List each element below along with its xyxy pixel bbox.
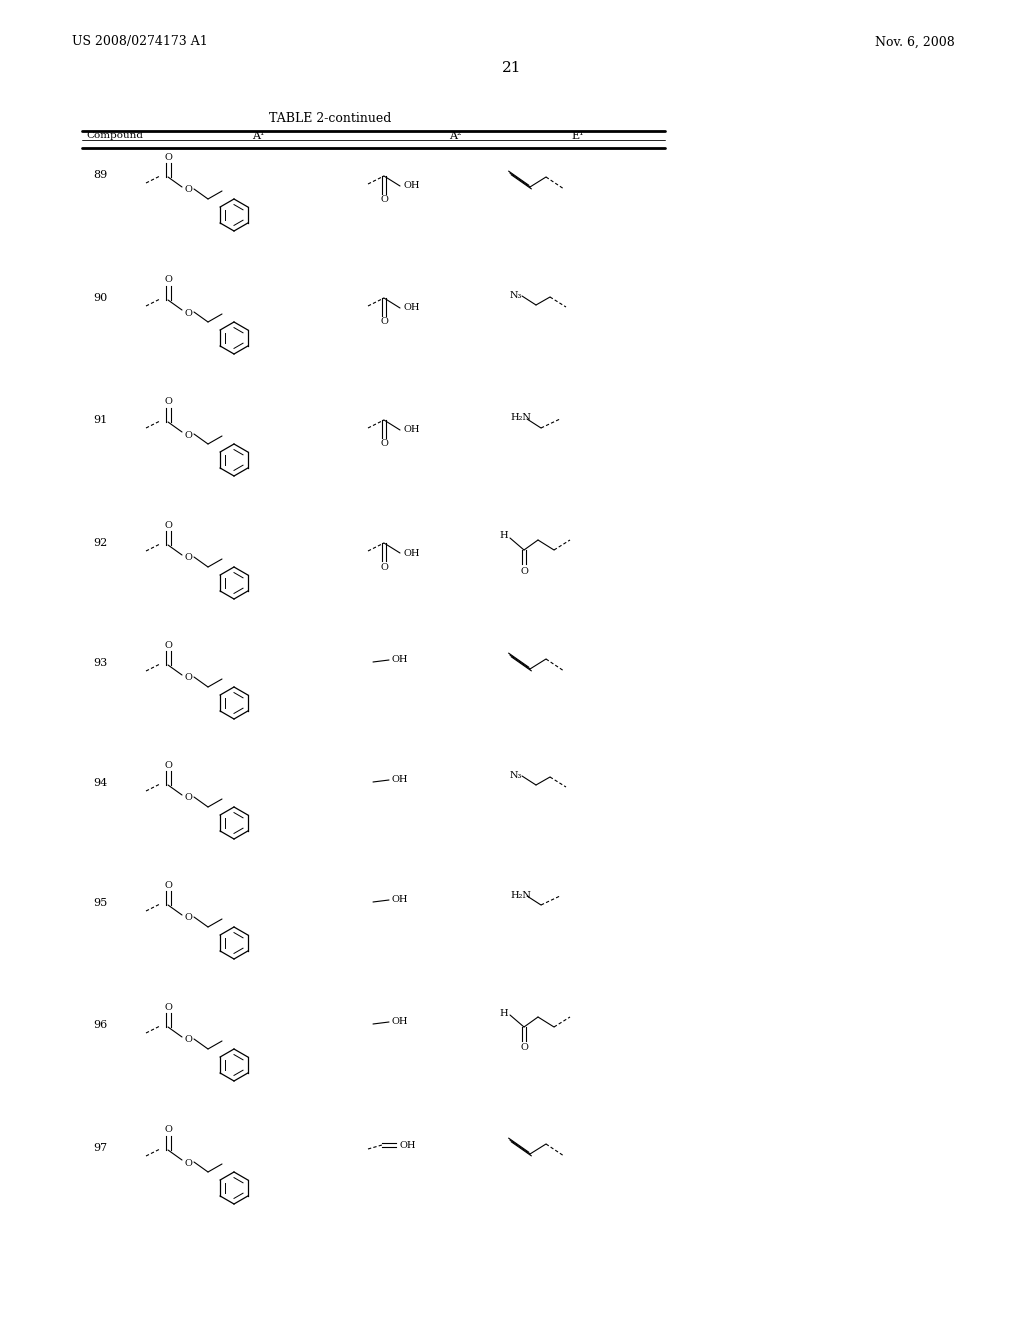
Text: O: O [380, 562, 388, 572]
Text: N₃: N₃ [510, 290, 522, 300]
Text: O: O [520, 1044, 528, 1052]
Text: O: O [164, 276, 172, 285]
Text: 93: 93 [93, 657, 108, 668]
Text: 90: 90 [93, 293, 108, 304]
Text: O: O [380, 440, 388, 449]
Text: 91: 91 [93, 414, 108, 425]
Text: H₂N: H₂N [510, 891, 530, 899]
Text: O: O [164, 640, 172, 649]
Text: OH: OH [391, 895, 408, 904]
Text: 92: 92 [93, 539, 108, 548]
Text: OH: OH [403, 181, 420, 190]
Text: H: H [500, 1008, 508, 1018]
Text: O: O [164, 1002, 172, 1011]
Text: O: O [184, 1035, 191, 1044]
Text: Compound: Compound [86, 132, 143, 140]
Text: O: O [164, 153, 172, 161]
Text: O: O [184, 430, 191, 440]
Text: 97: 97 [93, 1143, 108, 1152]
Text: O: O [164, 1126, 172, 1134]
Text: A²: A² [449, 131, 461, 141]
Text: N₃: N₃ [510, 771, 522, 780]
Text: O: O [380, 318, 388, 326]
Text: US 2008/0274173 A1: US 2008/0274173 A1 [72, 36, 208, 49]
Text: 95: 95 [93, 898, 108, 908]
Text: O: O [184, 793, 191, 803]
Text: TABLE 2-continued: TABLE 2-continued [269, 111, 391, 124]
Text: O: O [184, 1159, 191, 1167]
Text: 21: 21 [502, 61, 522, 75]
Text: OH: OH [403, 425, 420, 434]
Text: O: O [184, 553, 191, 562]
Text: H: H [500, 532, 508, 540]
Text: O: O [164, 880, 172, 890]
Text: Nov. 6, 2008: Nov. 6, 2008 [876, 36, 955, 49]
Text: O: O [164, 760, 172, 770]
Text: OH: OH [399, 1140, 416, 1150]
Text: OH: OH [391, 776, 408, 784]
Text: A¹: A¹ [252, 131, 264, 141]
Text: 94: 94 [93, 777, 108, 788]
Text: 96: 96 [93, 1020, 108, 1030]
Text: O: O [380, 195, 388, 205]
Text: OH: OH [403, 549, 420, 557]
Text: 89: 89 [93, 170, 108, 180]
Text: OH: OH [391, 1018, 408, 1027]
Text: O: O [520, 566, 528, 576]
Text: OH: OH [391, 656, 408, 664]
Text: O: O [184, 913, 191, 923]
Text: OH: OH [403, 304, 420, 313]
Text: O: O [164, 520, 172, 529]
Text: O: O [184, 309, 191, 318]
Text: H₂N: H₂N [510, 413, 530, 422]
Text: O: O [184, 673, 191, 682]
Text: O: O [164, 397, 172, 407]
Text: E¹: E¹ [571, 131, 585, 141]
Text: O: O [184, 186, 191, 194]
